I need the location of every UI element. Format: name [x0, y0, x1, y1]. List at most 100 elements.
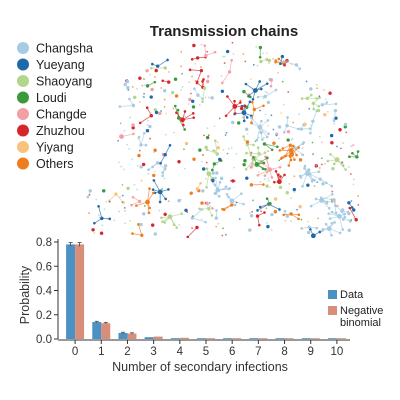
x-tick-label: 3: [150, 346, 156, 358]
network-node: [198, 104, 201, 107]
network-node: [137, 199, 142, 204]
network-node: [326, 226, 332, 231]
network-node: [259, 59, 263, 64]
network-node: [277, 57, 281, 61]
network-node: [131, 126, 135, 130]
network-node: [289, 220, 292, 222]
network-node: [225, 233, 227, 236]
network-node: [272, 168, 275, 171]
y-tick-label: 0.6: [36, 261, 52, 273]
network-node: [139, 143, 143, 147]
network-node: [262, 142, 267, 146]
network-node: [266, 119, 270, 122]
network-node: [139, 222, 143, 227]
network-edge: [138, 224, 143, 236]
bar-negative-binomial: [232, 338, 242, 339]
network-node: [307, 168, 311, 172]
network-node: [195, 225, 199, 230]
network-node: [123, 168, 125, 171]
network-node: [298, 158, 303, 162]
network-node: [191, 112, 195, 115]
network-node: [149, 137, 151, 140]
network-node: [205, 185, 208, 189]
network-node: [267, 177, 270, 180]
network-node: [267, 150, 269, 153]
network-node: [141, 84, 144, 87]
network-node: [312, 107, 316, 111]
network-node: [320, 103, 324, 107]
network-node: [263, 94, 267, 99]
network-node: [170, 90, 175, 95]
network-node: [292, 121, 295, 124]
network-node: [126, 86, 130, 90]
network-node: [216, 146, 220, 150]
network-node: [184, 115, 187, 118]
legend-swatch: [17, 58, 29, 71]
network-node: [352, 178, 355, 181]
network-node: [332, 162, 336, 166]
network-node: [226, 152, 229, 155]
network-node: [191, 99, 195, 104]
network-node: [206, 127, 209, 130]
network-node: [190, 216, 195, 220]
network-node: [257, 171, 260, 174]
network-node: [287, 91, 290, 93]
network-node: [136, 188, 139, 191]
network-node: [214, 176, 217, 180]
network-edge: [214, 140, 218, 155]
network-node: [131, 86, 134, 88]
network-node: [118, 210, 120, 213]
network-node: [229, 198, 235, 204]
network-node: [293, 146, 298, 150]
network-node: [161, 79, 165, 83]
network-node: [119, 196, 121, 199]
network-node: [269, 186, 272, 189]
network-node: [183, 128, 186, 131]
network-node: [200, 208, 204, 211]
network-node: [282, 103, 285, 106]
network-node: [201, 189, 205, 193]
legend-label: Others: [36, 157, 74, 171]
network-node: [261, 138, 264, 141]
network-node: [348, 166, 350, 168]
network-node: [173, 131, 176, 134]
network-node: [216, 163, 218, 166]
network-node: [207, 134, 210, 137]
network-node: [200, 201, 204, 205]
network-node: [132, 132, 135, 136]
network-node: [188, 68, 192, 72]
network-node: [160, 87, 163, 89]
network-node: [161, 220, 164, 224]
network-node: [194, 62, 197, 65]
network-node: [252, 107, 257, 112]
network-node: [349, 173, 352, 175]
network-node: [336, 205, 339, 207]
network-node: [252, 199, 254, 202]
network-edge: [229, 60, 233, 73]
network-node: [318, 167, 321, 169]
network-node: [305, 80, 308, 83]
network-node: [266, 124, 269, 127]
bar-negative-binomial: [101, 323, 111, 339]
network-node: [137, 223, 140, 226]
network-node: [278, 159, 281, 162]
network-node: [357, 195, 360, 197]
network-node: [310, 233, 316, 239]
network-node: [242, 135, 245, 138]
network-node: [341, 228, 344, 231]
network-node: [108, 200, 111, 203]
network-node: [251, 158, 254, 161]
network-node: [352, 183, 355, 186]
network-node: [274, 132, 279, 136]
network-node: [224, 188, 227, 190]
network-edge: [349, 207, 357, 220]
legend-label: Zhuzhou: [36, 124, 85, 138]
network-node: [298, 67, 302, 71]
network-edge: [162, 165, 166, 176]
network-node: [143, 205, 146, 207]
network-node: [148, 187, 151, 190]
network-node: [325, 202, 329, 205]
network-node: [175, 226, 179, 229]
network-node: [282, 213, 286, 217]
network-node: [355, 155, 359, 159]
